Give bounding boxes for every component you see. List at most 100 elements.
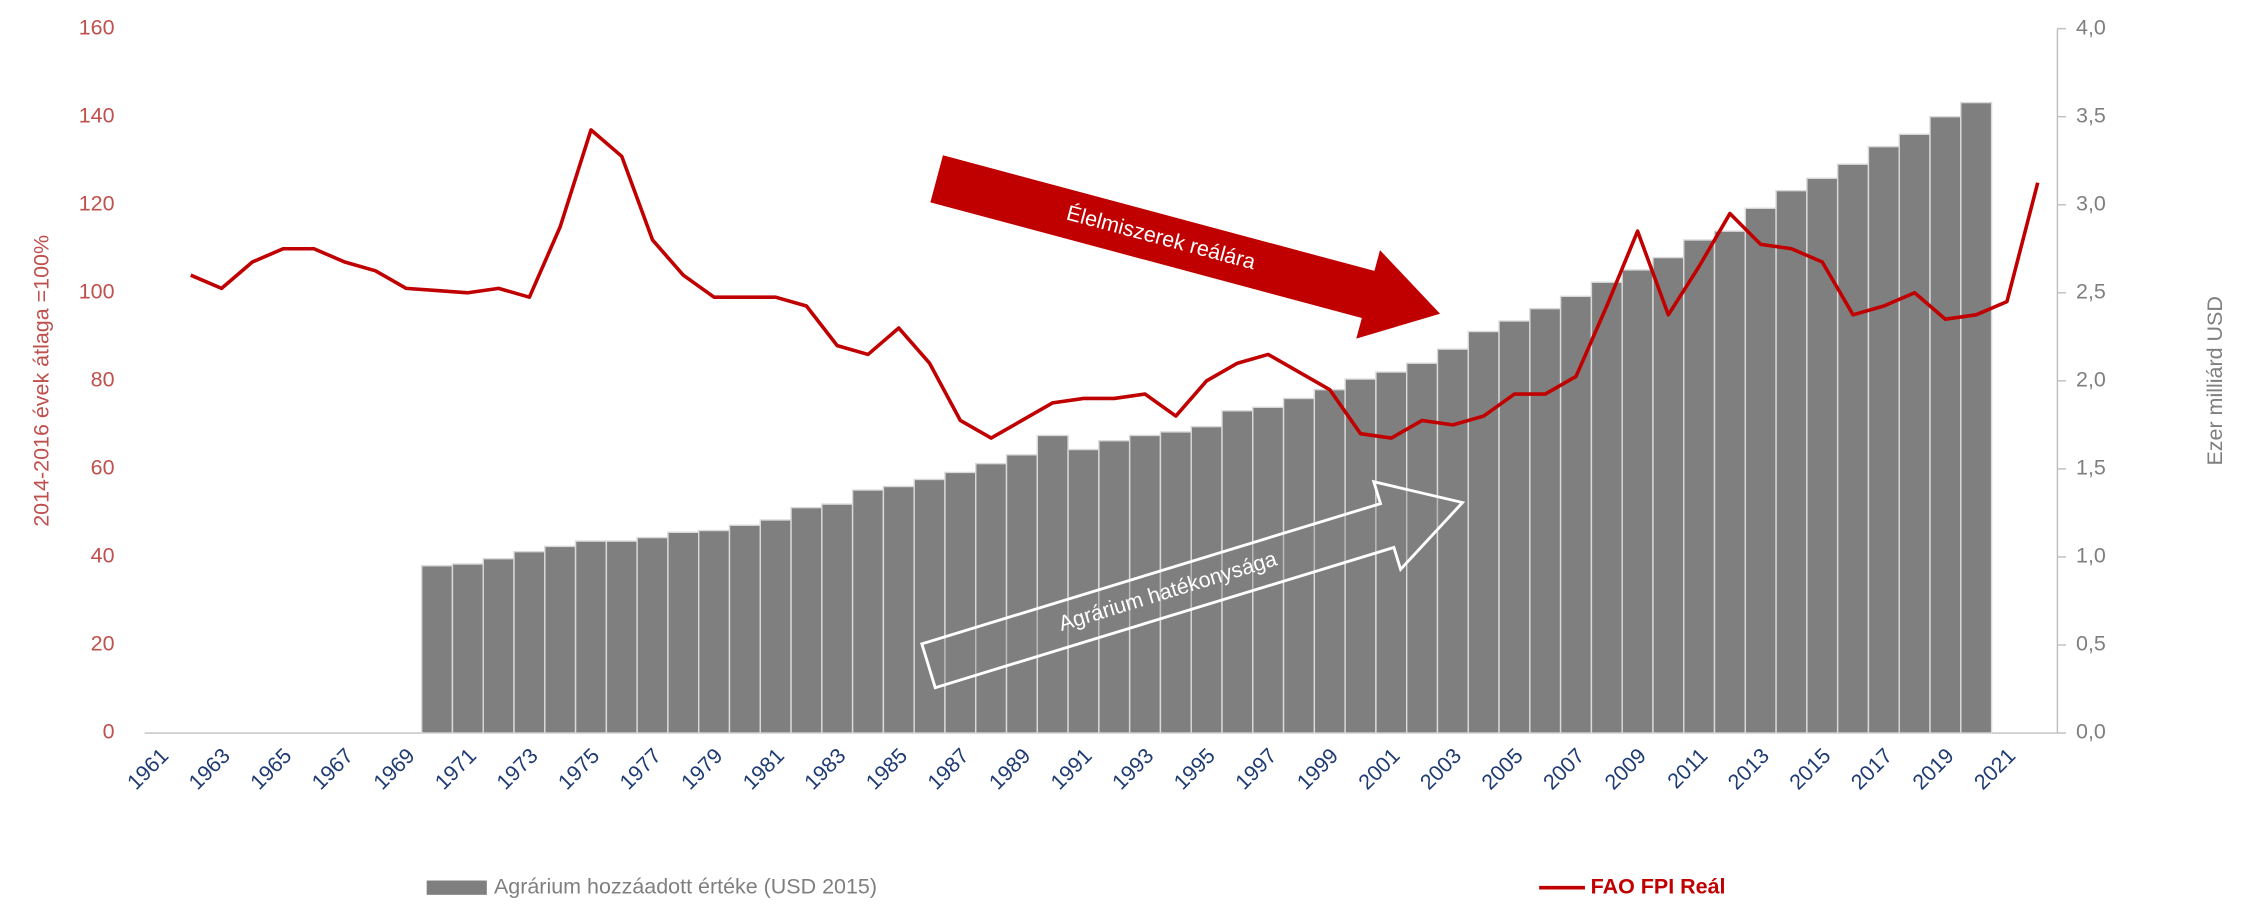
x-tick-label: 1969: [369, 744, 420, 795]
bar: [1775, 189, 1808, 734]
bar: [1621, 269, 1654, 734]
x-tick-label: 2001: [1354, 744, 1405, 795]
legend-label: FAO FPI Reál: [1591, 874, 1726, 898]
y-tick-label: 140: [79, 103, 115, 127]
bar: [482, 557, 515, 734]
y2-axis-title: Ezer milliárd USD: [2203, 296, 2227, 465]
x-tick-label: 2021: [1969, 744, 2020, 795]
x-tick-label: 1999: [1292, 744, 1343, 795]
x-tick-label: 1981: [738, 744, 789, 795]
y-tick-label: 80: [91, 368, 115, 392]
bar: [1713, 230, 1747, 734]
x-tick-label: 1963: [184, 744, 235, 795]
bar: [728, 524, 761, 734]
bar: [1652, 256, 1685, 734]
bar: [574, 540, 608, 734]
bar: [1590, 281, 1623, 734]
y2-tick-label: 3,5: [2076, 103, 2106, 127]
bar: [1836, 163, 1870, 734]
x-tick-label: 1983: [800, 744, 851, 795]
x-tick-label: 1995: [1169, 744, 1220, 795]
y2-tick-label: 3,0: [2076, 191, 2106, 215]
y-tick-label: 100: [79, 279, 115, 303]
y2-tick-label: 1,0: [2076, 544, 2106, 568]
x-tick-label: 2019: [1908, 744, 1959, 795]
y-tick-label: 40: [91, 544, 115, 568]
bar: [1190, 425, 1223, 734]
bar: [605, 540, 638, 734]
y-tick-label: 160: [79, 15, 115, 39]
y-tick-label: 60: [91, 456, 115, 480]
x-tick-label: 2013: [1723, 744, 1774, 795]
arrow-shape: [920, 479, 1466, 690]
bar: [1898, 133, 1931, 734]
y-axis-title: 2014-2016 évek átlaga =100%: [30, 235, 54, 527]
x-tick-label: 1989: [984, 744, 1035, 795]
bar: [1005, 454, 1039, 734]
bar: [759, 519, 792, 734]
bar: [1683, 239, 1716, 734]
arrow-food: Élelmiszerek reálára: [930, 155, 1441, 339]
x-tick-label: 1993: [1108, 744, 1159, 795]
bar: [851, 489, 885, 734]
bar: [821, 503, 854, 734]
bar: [882, 485, 915, 734]
x-tick-label: 2009: [1600, 744, 1651, 795]
x-tick-label: 1991: [1046, 744, 1097, 795]
bar: [1221, 410, 1254, 734]
legend-label: Agrárium hozzáadott értéke (USD 2015): [494, 874, 877, 898]
x-tick-label: 2005: [1477, 744, 1528, 795]
bar: [1159, 431, 1192, 734]
x-tick-label: 1997: [1231, 744, 1282, 795]
bar: [790, 506, 823, 734]
x-tick-label: 2015: [1785, 744, 1836, 795]
legend-swatch: [426, 880, 487, 895]
bar: [1960, 101, 1993, 734]
x-tick-label: 1979: [677, 744, 728, 795]
x-tick-label: 1965: [246, 744, 297, 795]
x-tick-label: 2003: [1415, 744, 1466, 795]
x-tick-label: 2007: [1539, 744, 1590, 795]
bar: [1744, 207, 1777, 734]
bar: [913, 478, 946, 734]
bar: [1529, 307, 1562, 734]
x-tick-label: 1971: [430, 744, 481, 795]
bar: [451, 563, 484, 734]
bar: [1252, 406, 1285, 734]
x-tick-label: 1975: [553, 744, 604, 795]
bar: [975, 462, 1008, 734]
bar: [1436, 348, 1469, 734]
bar: [697, 529, 731, 734]
arrow-shape: [930, 155, 1441, 339]
y2-tick-label: 1,5: [2076, 456, 2106, 480]
bar: [544, 545, 577, 734]
bar: [1036, 434, 1069, 734]
bar: [1929, 115, 1962, 734]
x-tick-label: 1961: [123, 744, 174, 795]
y2-tick-label: 2,0: [2076, 368, 2106, 392]
x-tick-label: 1977: [615, 744, 666, 795]
x-tick-label: 1985: [861, 744, 912, 795]
y-tick-label: 20: [91, 632, 115, 656]
bar: [1498, 320, 1531, 734]
bar: [420, 565, 454, 734]
y-tick-label: 0: [103, 720, 115, 744]
y2-tick-label: 2,5: [2076, 279, 2106, 303]
bar: [1867, 145, 1900, 734]
line: [190, 128, 2040, 440]
x-tick-label: 1973: [492, 744, 543, 795]
bar: [944, 471, 977, 734]
x-tick-label: 1987: [923, 744, 974, 795]
x-tick-label: 2011: [1663, 744, 1713, 794]
bar: [513, 550, 546, 734]
bar: [636, 536, 669, 734]
bar: [1806, 177, 1839, 734]
y2-tick-label: 0,5: [2076, 632, 2106, 656]
y2-tick-label: 4,0: [2076, 15, 2106, 39]
y-tick-label: 120: [79, 191, 115, 215]
x-tick-label: 1967: [307, 744, 358, 795]
x-tick-label: 2017: [1846, 744, 1897, 795]
bar: [1467, 330, 1500, 734]
bar: [667, 531, 700, 734]
